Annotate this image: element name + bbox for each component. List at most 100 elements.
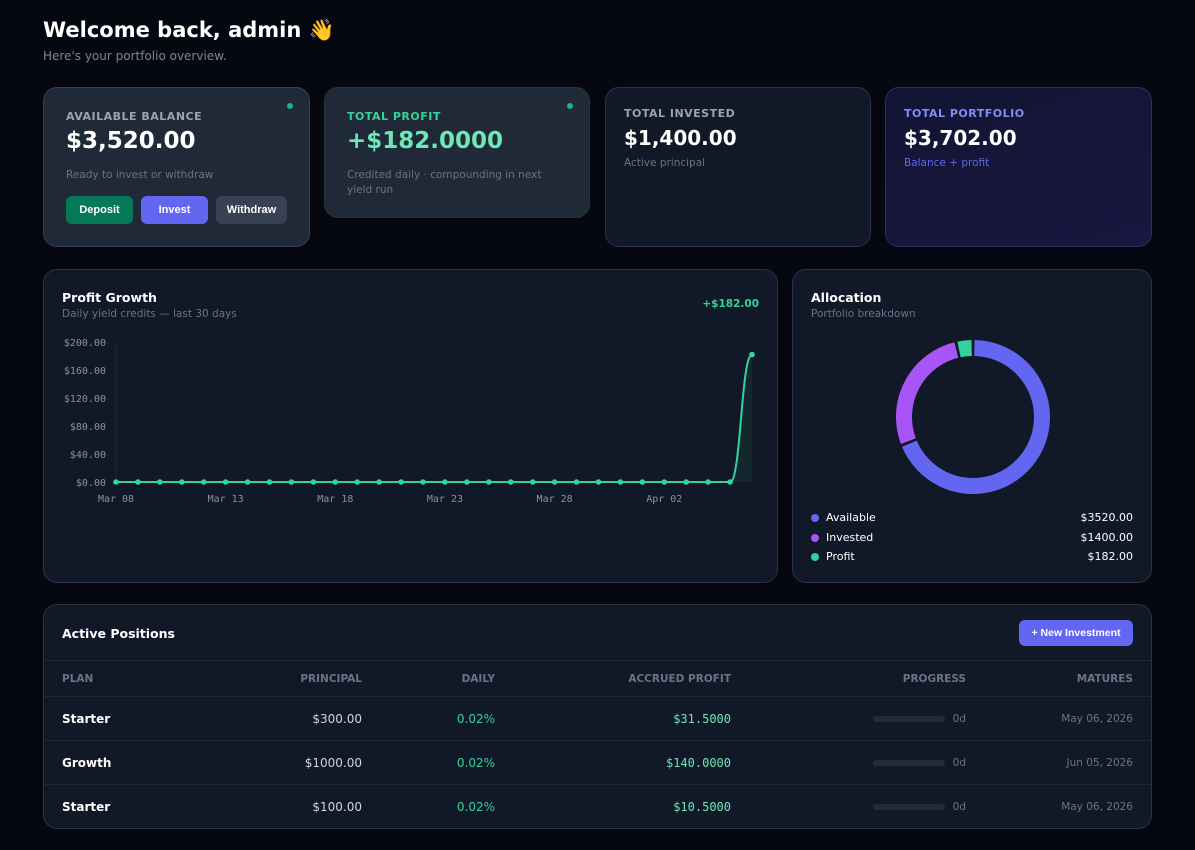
positions-table: PLAN PRINCIPAL DAILY ACCRUED PROFIT PROG…	[44, 660, 1151, 829]
data-point	[573, 479, 580, 485]
data-point	[617, 479, 624, 485]
data-point	[310, 479, 317, 485]
allocation-panel: Allocation Portfolio breakdown Available…	[792, 269, 1152, 583]
data-point	[420, 479, 426, 485]
y-tick-label: $200.00	[64, 338, 106, 349]
stat-note: Credited daily · compounding in next yie…	[347, 169, 542, 196]
data-point	[551, 479, 558, 485]
profit-growth-panel: Profit Growth Daily yield credits — last…	[43, 269, 778, 583]
y-tick-label: $160.00	[64, 366, 106, 377]
data-point	[398, 479, 404, 485]
legend-profit: Profit $182.00	[811, 550, 1133, 563]
x-tick-label: Apr 02	[646, 494, 682, 505]
col-plan: PLAN	[44, 660, 212, 697]
col-principal: PRINCIPAL	[212, 660, 362, 697]
daily-cell: 0.02%	[362, 784, 495, 829]
table-row[interactable]: Starter $100.00 0.02% $10.5000 0d May 06…	[44, 784, 1151, 829]
stat-note: Ready to invest or withdraw	[66, 169, 214, 181]
stat-label: AVAILABLE BALANCE	[66, 110, 203, 123]
progress-cell: 0d	[731, 696, 966, 741]
data-point	[178, 479, 185, 485]
legend-available: Available $3520.00	[811, 511, 1133, 524]
progress-days: 0d	[952, 756, 966, 769]
matures-cell: May 06, 2026	[966, 784, 1151, 829]
daily-cell: 0.02%	[362, 740, 495, 785]
daily-cell: 0.02%	[362, 696, 495, 741]
status-dot	[287, 103, 293, 109]
panel-title: Allocation	[811, 290, 882, 305]
progress-days: 0d	[952, 800, 966, 813]
x-tick-label: Mar 28	[537, 494, 573, 505]
profit-total: +$182.00	[702, 298, 759, 310]
data-point	[727, 479, 733, 485]
data-point	[288, 479, 295, 485]
data-point	[113, 479, 119, 485]
data-point	[332, 479, 339, 485]
stat-value: $1,400.00	[624, 126, 737, 150]
legend-value: $1400.00	[1080, 531, 1134, 544]
data-point	[266, 479, 273, 485]
principal-cell: $300.00	[212, 696, 362, 741]
progress-cell: 0d	[731, 740, 966, 785]
x-tick-label: Mar 08	[98, 494, 134, 505]
stat-label: TOTAL PROFIT	[347, 110, 441, 123]
total-invested-card: TOTAL INVESTED $1,400.00 Active principa…	[605, 87, 871, 247]
page-subtitle: Here's your portfolio overview.	[43, 49, 227, 63]
table-row[interactable]: Starter $300.00 0.02% $31.5000 0d May 06…	[44, 696, 1151, 741]
legend-invested: Invested $1400.00	[811, 531, 1133, 544]
total-profit-card: TOTAL PROFIT +$182.0000 Credited daily ·…	[324, 87, 590, 218]
active-positions-panel: Active Positions + New Investment PLAN P…	[43, 604, 1152, 829]
data-point	[354, 479, 361, 485]
data-point	[200, 479, 207, 485]
legend-value: $182.00	[1087, 550, 1134, 563]
data-point	[157, 479, 163, 485]
plan-cell: Starter	[44, 784, 212, 829]
principal-cell: $1000.00	[212, 740, 362, 785]
stat-value: $3,702.00	[904, 126, 1017, 150]
principal-cell: $100.00	[212, 784, 362, 829]
col-progress: PROGRESS	[731, 660, 966, 697]
data-point	[244, 479, 251, 485]
data-point	[639, 479, 646, 485]
col-accrued: ACCRUED PROFIT	[495, 660, 731, 697]
legend-label: Invested	[826, 531, 874, 544]
stat-value: $3,520.00	[66, 128, 196, 154]
y-tick-label: $0.00	[76, 478, 106, 489]
data-point	[135, 479, 141, 485]
data-point	[376, 479, 382, 485]
data-point	[529, 479, 536, 485]
profit-line-chart: $0.00 $40.00 $80.00 $120.00 $160.00 $200.00 Ma…	[64, 338, 755, 505]
x-tick-label: Mar 13	[208, 494, 244, 505]
data-point	[705, 479, 711, 485]
legend-label: Profit	[826, 550, 855, 563]
withdraw-button[interactable]: Withdraw	[216, 196, 287, 224]
matures-cell: May 06, 2026	[966, 696, 1151, 741]
x-tick-label: Mar 23	[427, 494, 463, 505]
progress-days: 0d	[952, 712, 966, 725]
available-balance-card: AVAILABLE BALANCE $3,520.00 Ready to inv…	[43, 87, 310, 247]
legend-label: Available	[826, 511, 876, 524]
data-point	[661, 479, 668, 485]
data-point	[507, 479, 514, 485]
new-investment-button[interactable]: + New Investment	[1019, 620, 1133, 646]
allocation-donut	[896, 340, 1050, 494]
progress-cell: 0d	[731, 784, 966, 829]
data-point	[595, 479, 602, 485]
status-dot	[567, 103, 573, 109]
donut-slice-profit	[957, 340, 972, 358]
profit-line	[116, 353, 753, 483]
panel-title: Profit Growth	[62, 290, 157, 305]
plan-cell: Starter	[44, 696, 212, 741]
deposit-button[interactable]: Deposit	[66, 196, 133, 224]
stat-label: TOTAL PORTFOLIO	[904, 107, 1025, 120]
data-point	[464, 479, 470, 485]
legend-value: $3520.00	[1080, 511, 1134, 524]
y-tick-label: $40.00	[70, 450, 106, 461]
data-point	[683, 479, 690, 485]
accrued-cell: $140.0000	[495, 740, 731, 785]
x-tick-label: Mar 18	[317, 494, 353, 505]
stat-value: +$182.0000	[347, 128, 504, 154]
invest-button[interactable]: Invest	[141, 196, 208, 224]
y-tick-label: $120.00	[64, 394, 106, 405]
table-row[interactable]: Growth $1000.00 0.02% $140.0000 0d Jun 0…	[44, 740, 1151, 785]
